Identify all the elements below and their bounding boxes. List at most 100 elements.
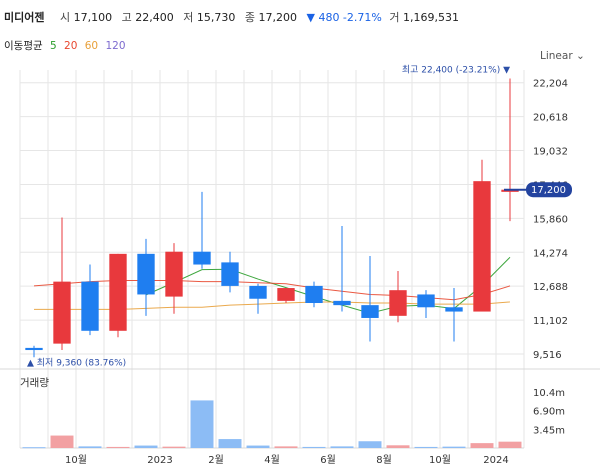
volume-bar (50, 435, 74, 448)
candle (361, 255, 379, 342)
candle-body (501, 189, 519, 192)
low-label: 저 (183, 11, 194, 24)
candle-body (445, 307, 463, 312)
open-label: 시 (59, 11, 71, 24)
candle (501, 78, 519, 222)
y-tick-label: 19,032 (533, 147, 568, 158)
volume-bar (302, 446, 326, 448)
volume-bar (106, 446, 130, 448)
volume-bar (358, 441, 382, 448)
candle (277, 288, 295, 304)
x-tick-label: 8월 (376, 454, 392, 466)
y-tick-label: 14,274 (533, 248, 568, 259)
candle-body (473, 181, 491, 312)
candle-body (81, 281, 99, 331)
candle (445, 288, 463, 342)
y-tick-label: 22,204 (533, 79, 568, 90)
candle-body (109, 253, 127, 331)
x-tick-label: 2024 (483, 455, 508, 466)
moving-average-legend: 이동평균 5 20 60 120 (4, 38, 130, 53)
volume-tick-label: 10.4m (533, 388, 565, 399)
high-annotation: 최고 22,400 (-23.21%) ▼ (402, 65, 510, 76)
candle-body (53, 281, 71, 344)
ma-5[interactable]: 5 (49, 40, 57, 52)
x-tick-label: 10월 (429, 454, 451, 466)
y-tick-label: 11,102 (533, 316, 568, 327)
volume-tick-label: 6.90m (533, 407, 565, 418)
candle (333, 226, 351, 312)
low-value: 15,730 (196, 11, 236, 24)
volume-bar (246, 445, 270, 448)
scale-toggle-button[interactable]: Linear ⌄ (540, 50, 585, 62)
volume-bar (190, 400, 214, 448)
candle-body (137, 253, 155, 295)
candle (165, 243, 183, 314)
candle (25, 345, 43, 358)
candle-body (333, 300, 351, 306)
candle-body (389, 290, 407, 316)
candle-body (361, 305, 379, 318)
candle-body (417, 294, 435, 308)
volume-value: 1,169,531 (402, 11, 459, 24)
y-tick-label: 15,860 (533, 214, 568, 225)
close-label: 종 (244, 11, 255, 24)
volume-bar (414, 446, 438, 448)
x-tick-label: 6월 (320, 454, 336, 466)
candle-body (277, 288, 295, 301)
volume-bar (274, 446, 298, 448)
high-label: 고 (121, 11, 132, 24)
close-value: 17,200 (258, 11, 297, 24)
candle (81, 264, 99, 336)
candle (109, 253, 127, 338)
change-value: ▼ 480 -2.71% (306, 11, 382, 24)
current-price-tag: 17,200 (526, 182, 572, 198)
candle (389, 270, 407, 323)
grid (0, 70, 600, 449)
candle (305, 281, 323, 308)
candles (25, 78, 519, 358)
open-value: 17,100 (73, 11, 113, 24)
low-annotation: ▲ 최저 9,360 (83.76%) (27, 357, 126, 368)
candle-body (305, 285, 323, 304)
price-header: 미디어젠 시 17,100 고 22,400 저 15,730 종 17,200… (4, 9, 461, 25)
candle (193, 191, 211, 269)
candle (473, 159, 491, 312)
ma-20[interactable]: 20 (64, 40, 78, 52)
candle (137, 238, 155, 316)
candle (249, 283, 267, 314)
volume-title: 거래량 (20, 377, 49, 389)
volume-bar (218, 439, 242, 448)
candle (53, 217, 71, 351)
candle-body (165, 251, 183, 297)
y-tick-label: 9,516 (533, 350, 562, 361)
y-tick-label: 20,618 (533, 113, 568, 124)
y-tick-label: 12,688 (533, 282, 568, 293)
current-price-label: 17,200 (531, 185, 566, 196)
volume-bar (78, 446, 102, 448)
candle-body (193, 251, 211, 265)
candle-body (25, 347, 43, 351)
high-value: 22,400 (135, 11, 174, 24)
x-tick-label: 10월 (65, 454, 87, 466)
candle (221, 251, 239, 293)
volume-tick-label: 3.45m (533, 425, 565, 436)
x-tick-label: 2월 (208, 454, 224, 466)
x-tick-label: 2023 (147, 455, 172, 466)
volume-bar (162, 446, 186, 448)
volume-bar (498, 441, 522, 448)
ma-120[interactable]: 120 (105, 40, 126, 52)
volume-bars (22, 400, 522, 449)
volume-bar (470, 443, 494, 448)
candle-body (249, 285, 267, 299)
volume-bar (22, 447, 46, 449)
volume-bar (330, 446, 354, 448)
candle-body (221, 262, 239, 286)
volume-bar (442, 446, 466, 448)
ma-60[interactable]: 60 (84, 40, 99, 52)
stock-name: 미디어젠 (4, 11, 45, 24)
volume-label: 거 (389, 11, 400, 24)
volume-bar (386, 445, 410, 448)
x-tick-label: 4월 (264, 454, 280, 466)
ma-label: 이동평균 (4, 40, 43, 52)
